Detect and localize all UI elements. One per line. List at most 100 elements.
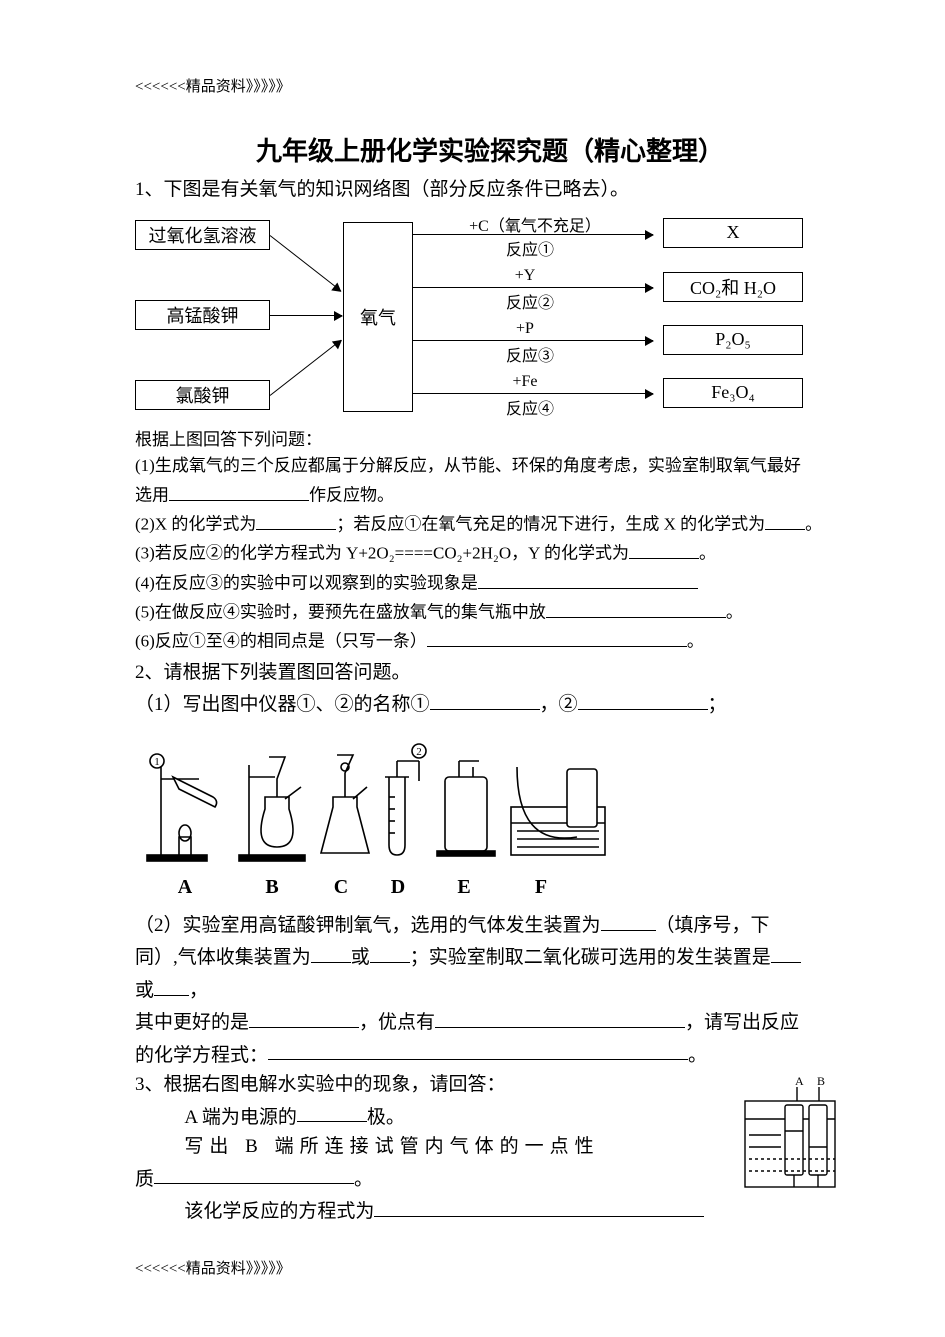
box-o2: 氧气 — [343, 222, 413, 412]
svg-text:2: 2 — [416, 746, 422, 758]
q2-p2d: 或 — [351, 947, 370, 968]
box-kmno4: 高锰酸钾 — [135, 300, 270, 330]
page-title: 九年级上册化学实验探究题（精心整理） — [135, 131, 845, 168]
q1-p2c: 。 — [805, 515, 822, 534]
q2-blank-eqn[interactable] — [268, 1039, 688, 1061]
apparatus-svg: 1 — [139, 737, 609, 867]
label-r1-top: +C（氧气不充足） — [435, 212, 635, 236]
box-r4: Fe₃O₄ — [663, 378, 803, 408]
q2-p2e: ；实验室制取二氧化碳可选用的发生装置是 — [410, 947, 771, 968]
q2-p3a: 其中更好的是 — [135, 1012, 249, 1033]
q1-p1b-prefix: 选用 — [135, 486, 169, 505]
label-b: B — [231, 876, 313, 899]
label-e: E — [427, 876, 501, 899]
q2-p2f: 或 — [135, 980, 154, 1001]
q2-p3e: 。 — [688, 1044, 707, 1065]
q3-blank-property[interactable] — [154, 1163, 354, 1185]
q1-blank-phenomenon[interactable] — [478, 569, 698, 589]
q2-blank-co2a[interactable] — [771, 941, 801, 963]
fig-label-a: A — [795, 1075, 804, 1088]
oxygen-network-diagram: 过氧化氢溶液 高锰酸钾 氯酸钾 氧气 +C（氧气不充足） 反应① X +Y 反应… — [135, 212, 815, 422]
q2-intro: 2、请根据下列装置图回答问题。 — [135, 659, 845, 687]
label-f: F — [501, 876, 581, 899]
q2-part2-line3: 其中更好的是 ，优点有 ，请写出反应 — [135, 1006, 845, 1036]
q2-p3d: 的化学方程式： — [135, 1044, 268, 1065]
q2-part2-line4: 的化学方程式： 。 — [135, 1039, 845, 1069]
q1-blank-xformula[interactable] — [256, 510, 336, 530]
q2-p3c: ，请写出反应 — [685, 1012, 799, 1033]
label-r4-top: +Fe — [475, 373, 575, 391]
q2-p3b: ，优点有 — [359, 1012, 435, 1033]
apparatus-labels: A B C D E F — [139, 876, 845, 899]
q2-part2-line2: 同）,气体收集装置为 或 ；实验室制取二氧化碳可选用的发生装置是 — [135, 941, 845, 971]
q3-blank-pole[interactable] — [297, 1101, 367, 1123]
q2-blank-co2b[interactable] — [154, 974, 189, 996]
fig-label-b: B — [817, 1075, 825, 1088]
q3-p3a: 该化学反应的方程式为 — [184, 1201, 374, 1222]
q1-part4: (4)在反应③的实验中可以观察到的实验现象是 — [135, 569, 845, 596]
q1-after-diagram: 根据上图回答下列问题： — [135, 428, 845, 453]
q1-p1b-suffix: 作反应物。 — [309, 486, 394, 505]
arrow-r3 — [413, 340, 653, 341]
q2-blank-col2[interactable] — [370, 941, 410, 963]
box-kclo3: 氯酸钾 — [135, 380, 270, 410]
q2-p1a: （1）写出图中仪器①、②的名称① — [135, 694, 430, 715]
q2-p1c: ； — [708, 694, 727, 715]
arrow-r2 — [413, 287, 653, 288]
q1-blank-common[interactable] — [427, 627, 687, 647]
q2-part2-line2b: 或， — [135, 974, 845, 1004]
q3-p1a: A 端为电源的 — [184, 1106, 296, 1127]
q1-part1-line2: 选用 作反应物。 — [135, 481, 845, 508]
q2-blank-col1[interactable] — [311, 941, 351, 963]
q2-part2-line1: （2）实验室用高锰酸钾制氧气，选用的气体发生装置为（填序号，下 — [135, 909, 845, 939]
q2-blank-better[interactable] — [249, 1006, 359, 1028]
q2-p2b: （填序号，下 — [656, 915, 770, 936]
q1-part1-line1: (1)生成氧气的三个反应都属于分解反应，从节能、环保的角度考虑，实验室制取氧气最… — [135, 454, 845, 479]
q2-blank-instr1[interactable] — [430, 688, 540, 710]
q1-part3: (3)若反应②的化学方程式为 Y+2O₂====CO₂+2H₂O，Y 的化学式为… — [135, 539, 845, 566]
q1-p3b: 。 — [699, 544, 716, 563]
label-r2-bot: 反应② — [465, 289, 595, 313]
arrow-l1 — [270, 235, 342, 291]
arrow-r4 — [413, 393, 653, 394]
q2-p2c: 同）,气体收集装置为 — [135, 947, 311, 968]
label-c: C — [313, 876, 369, 899]
q1-p6a: (6)反应①至④的相同点是（只写一条） — [135, 632, 427, 651]
label-r3-top: +P — [475, 320, 575, 338]
label-d: D — [369, 876, 427, 899]
q2-blank-instr2[interactable] — [578, 688, 708, 710]
box-r2: CO₂和 H₂O — [663, 272, 803, 302]
arrow-l2 — [270, 315, 342, 316]
q1-part2: (2)X 的化学式为；若反应①在氧气充足的情况下进行，生成 X 的化学式为。 — [135, 510, 845, 537]
q2-blank-advantage[interactable] — [435, 1006, 685, 1028]
q2-p1b: ，② — [540, 694, 578, 715]
box-r1: X — [663, 218, 803, 248]
footer-watermark: <<<<<<精品资料》》》》》 — [135, 1257, 845, 1278]
header-watermark: <<<<<<精品资料》》》》》 — [135, 75, 845, 96]
q1-p4a: (4)在反应③的实验中可以观察到的实验现象是 — [135, 574, 478, 593]
label-r2-top: +Y — [475, 267, 575, 285]
box-h2o2: 过氧化氢溶液 — [135, 220, 270, 250]
q1-blank-xformula2[interactable] — [765, 510, 805, 530]
q1-part5: (5)在做反应④实验时，要预先在盛放氧气的集气瓶中放 。 — [135, 598, 845, 625]
q3-p1b: 极。 — [367, 1106, 405, 1127]
svg-text:1: 1 — [154, 756, 160, 768]
q1-p2a: (2)X 的化学式为 — [135, 515, 256, 534]
q1-part6: (6)反应①至④的相同点是（只写一条） 。 — [135, 627, 845, 654]
q1-blank-yformula[interactable] — [629, 539, 699, 559]
q3-blank-eqn[interactable] — [374, 1195, 704, 1217]
q1-p5a: (5)在做反应④实验时，要预先在盛放氧气的集气瓶中放 — [135, 603, 546, 622]
box-r3: P₂O₅ — [663, 325, 803, 355]
q3-p2c: 。 — [354, 1168, 373, 1189]
q2-blank-gen[interactable] — [601, 909, 656, 931]
q1-p5b: 。 — [726, 603, 743, 622]
apparatus-figure: 1 — [139, 737, 845, 899]
q1-p6b: 。 — [687, 632, 704, 651]
label-r3-bot: 反应③ — [465, 342, 595, 366]
q2-p2g: ， — [189, 980, 208, 1001]
q1-blank-jar[interactable] — [546, 598, 726, 618]
q1-blank-reactant[interactable] — [169, 481, 309, 501]
label-a: A — [139, 876, 231, 899]
q1-intro: 1、下图是有关氧气的知识网络图（部分反应条件已略去）。 — [135, 176, 845, 204]
q1-p3a: (3)若反应②的化学方程式为 Y+2O₂====CO₂+2H₂O，Y 的化学式为 — [135, 544, 629, 563]
